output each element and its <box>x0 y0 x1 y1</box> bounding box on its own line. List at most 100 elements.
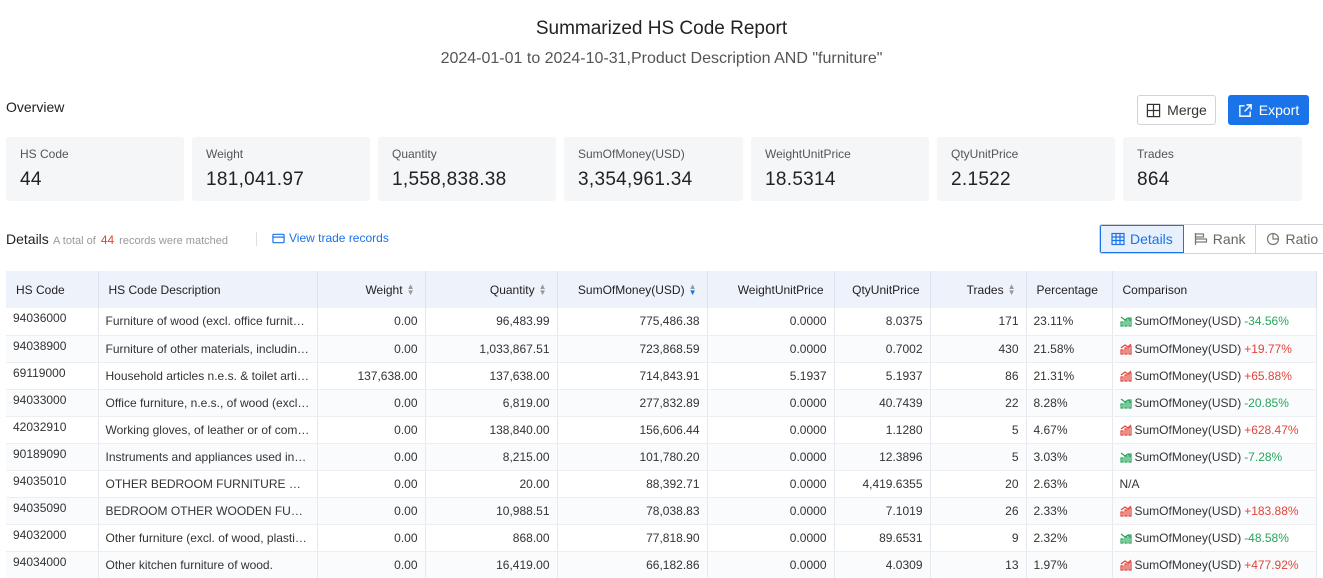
cell-hs-code[interactable]: 94036000 <box>6 308 99 336</box>
cell-hs-code[interactable]: 42032910 <box>6 416 99 444</box>
cell-qty-unit-price: 1.1280 <box>834 416 931 444</box>
comparison-change: +183.88% <box>1244 503 1299 518</box>
cell-weight: 0.00 <box>317 416 426 444</box>
cell-sum-of-money: 88,392.71 <box>557 470 708 498</box>
col-quantity[interactable]: Quantity ▲ ▼ <box>425 271 558 308</box>
table-row[interactable]: 94038900 Furniture of other materials, in… <box>6 335 1317 363</box>
table-row[interactable]: 69119000 Household articles n.e.s. & toil… <box>6 362 1317 390</box>
view-rank-label: Rank <box>1212 231 1246 247</box>
view-trade-records-link[interactable]: View trade records <box>272 231 389 245</box>
cell-comparison: SumOfMoney(USD) +19.77% <box>1112 335 1317 363</box>
stat-value: 864 <box>1137 169 1170 190</box>
col-trades[interactable]: Trades ▲ ▼ <box>930 271 1027 308</box>
cell-trades: 22 <box>930 389 1027 417</box>
cell-hs-code[interactable]: 94033000 <box>6 389 99 417</box>
stat-label: WeightUnitPrice <box>765 147 851 161</box>
sort-icon[interactable]: ▲ ▼ <box>538 282 547 298</box>
cell-trades: 86 <box>930 362 1027 390</box>
stat-card: WeightUnitPrice 18.5314 <box>751 137 929 201</box>
cell-quantity: 138,840.00 <box>425 416 558 444</box>
cell-comparison: N/A <box>1112 470 1317 498</box>
cell-sum-of-money: 101,780.20 <box>557 443 708 471</box>
cell-description: BEDROOM OTHER WOODEN FURNITURE <box>98 497 318 525</box>
sort-icon[interactable]: ▲ ▼ <box>1007 282 1016 298</box>
cell-qty-unit-price: 40.7439 <box>834 389 931 417</box>
report-title: Summarized HS Code Report <box>535 18 788 39</box>
comparison-change: +19.77% <box>1244 341 1292 356</box>
comparison-metric: SumOfMoney(USD) <box>1134 314 1242 329</box>
col-weight[interactable]: Weight ▲ ▼ <box>317 271 426 308</box>
view-ratio-tab[interactable]: Ratio <box>1256 225 1323 253</box>
cell-qty-unit-price: 8.0375 <box>834 308 931 336</box>
cell-percentage: 2.63% <box>1026 470 1113 498</box>
cell-percentage: 21.58% <box>1026 335 1113 363</box>
cell-hs-code[interactable]: 94034000 <box>6 551 99 578</box>
cell-qty-unit-price: 89.6531 <box>834 524 931 552</box>
cell-weight: 0.00 <box>317 389 426 417</box>
table-row[interactable]: 90189090 Instruments and appliances used … <box>6 443 1317 471</box>
cell-comparison: SumOfMoney(USD) -48.58% <box>1112 524 1317 552</box>
view-ratio-label: Ratio <box>1285 231 1319 247</box>
col-qty-unit-price: QtyUnitPrice <box>834 271 931 308</box>
pie-icon <box>1267 232 1280 246</box>
cell-weight-unit-price: 0.0000 <box>707 389 835 417</box>
cell-weight: 137,638.00 <box>317 362 426 390</box>
col-sum-of-money[interactable]: SumOfMoney(USD) ▲ ▼ <box>557 271 708 308</box>
cell-qty-unit-price: 7.1019 <box>834 497 931 525</box>
table-row[interactable]: 94033000 Office furniture, n.e.s., of woo… <box>6 389 1317 417</box>
stat-value: 44 <box>20 169 42 190</box>
total-suffix: records were matched <box>119 235 228 247</box>
table-row[interactable]: 94036000 Furniture of wood (excl. office … <box>6 308 1317 336</box>
table-row[interactable]: 94032000 Other furniture (excl. of wood, … <box>6 524 1317 552</box>
trend-up-icon <box>1119 424 1132 436</box>
records-count: 44 <box>100 233 115 247</box>
comparison-change: +477.92% <box>1244 557 1299 572</box>
table-row[interactable]: 42032910 Working gloves, of leather or of… <box>6 416 1317 444</box>
stat-label: Quantity <box>392 147 437 161</box>
cell-quantity: 16,419.00 <box>425 551 558 578</box>
trend-down-icon <box>1119 533 1132 544</box>
sort-desc-icon[interactable]: ▲ ▼ <box>688 282 697 298</box>
cell-hs-code[interactable]: 69119000 <box>6 362 99 390</box>
cell-weight: 0.00 <box>317 443 426 471</box>
cell-comparison: SumOfMoney(USD) -34.56% <box>1112 308 1317 336</box>
trend-up-icon <box>1119 343 1132 355</box>
col-description: HS Code Description <box>98 271 318 308</box>
stat-value: 3,354,961.34 <box>578 169 693 190</box>
stat-card: Weight 181,041.97 <box>192 137 370 201</box>
trend-up-icon <box>1119 370 1132 382</box>
cell-hs-code[interactable]: 90189090 <box>6 443 99 471</box>
cell-description: Other kitchen furniture of wood. <box>98 551 318 578</box>
cell-sum-of-money: 156,606.44 <box>557 416 708 444</box>
comparison-change: +65.88% <box>1244 368 1292 383</box>
cell-weight: 0.00 <box>317 497 426 525</box>
view-rank-tab[interactable]: Rank <box>1183 225 1257 253</box>
comparison-change: +628.47% <box>1244 422 1299 437</box>
cell-percentage: 21.31% <box>1026 362 1113 390</box>
cell-sum-of-money: 277,832.89 <box>557 389 708 417</box>
cell-trades: 430 <box>930 335 1027 363</box>
cell-quantity: 137,638.00 <box>425 362 558 390</box>
sort-icon[interactable]: ▲ ▼ <box>406 282 415 298</box>
stat-label: Trades <box>1137 147 1174 161</box>
col-percentage: Percentage <box>1026 271 1113 308</box>
stat-label: QtyUnitPrice <box>951 147 1019 161</box>
comparison-change: -7.28% <box>1244 449 1283 464</box>
cell-description: Furniture of wood (excl. office furnitur… <box>98 308 318 336</box>
cell-hs-code[interactable]: 94032000 <box>6 524 99 552</box>
cell-hs-code[interactable]: 94035090 <box>6 497 99 525</box>
stat-card: Trades 864 <box>1123 137 1302 201</box>
cell-hs-code[interactable]: 94038900 <box>6 335 99 363</box>
view-details-tab[interactable]: Details <box>1100 225 1184 253</box>
col-hs-code: HS Code <box>6 271 99 308</box>
export-button[interactable]: Export <box>1228 95 1309 125</box>
table-row[interactable]: 94034000 Other kitchen furniture of wood.… <box>6 551 1317 578</box>
stat-card: QtyUnitPrice 2.1522 <box>937 137 1115 201</box>
trend-down-icon <box>1119 398 1132 409</box>
merge-button[interactable]: Merge <box>1137 95 1216 125</box>
cell-comparison: SumOfMoney(USD) +628.47% <box>1112 416 1317 444</box>
cell-hs-code[interactable]: 94035010 <box>6 470 99 498</box>
comparison-change: -48.58% <box>1244 530 1289 545</box>
